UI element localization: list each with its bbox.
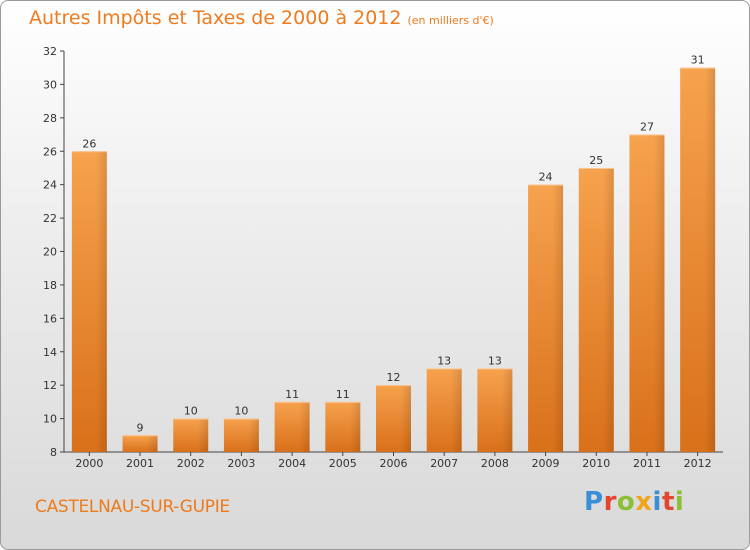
proxiti-logo: Proxiti <box>584 487 684 517</box>
bar-shade-2011 <box>653 134 665 452</box>
y-tick-label: 28 <box>43 112 57 125</box>
y-tick-label: 32 <box>43 45 57 58</box>
x-tick-label: 2007 <box>430 457 458 470</box>
logo-letter: x <box>635 487 653 517</box>
x-tick-label: 2010 <box>582 457 610 470</box>
y-tick-label: 14 <box>43 346 57 359</box>
x-tick-label: 2006 <box>380 457 408 470</box>
y-tick-label: 16 <box>43 312 57 325</box>
x-tick-label: 2005 <box>329 457 357 470</box>
bar-shade-2000 <box>96 151 107 452</box>
bar-shade-2009 <box>552 184 564 452</box>
bar-shade-2004 <box>299 401 310 452</box>
y-tick-label: 8 <box>50 446 57 459</box>
y-tick-label: 12 <box>43 379 57 392</box>
commune-name: CASTELNAU-SUR-GUPIE <box>35 497 230 517</box>
bar-shade-2007 <box>451 368 462 452</box>
value-label: 31 <box>691 54 705 67</box>
bar-shade-2005 <box>349 401 361 452</box>
logo-letter: o <box>616 487 636 517</box>
chart-subtitle: (en milliers d'€) <box>407 14 494 27</box>
bar-shade-2006 <box>400 385 411 452</box>
bar-shade-2001 <box>147 435 158 452</box>
logo-letter: t <box>661 487 675 517</box>
value-label: 10 <box>184 405 198 418</box>
logo-letter: P <box>584 487 604 517</box>
y-tick-label: 26 <box>43 145 57 158</box>
x-tick-label: 2004 <box>278 457 306 470</box>
bar-shade-2003 <box>248 418 259 452</box>
y-tick-label: 18 <box>43 279 57 292</box>
value-labels: 26 9 10 10 11 11 12 13 13 24 25 27 31 <box>82 54 704 435</box>
x-tick-label: 2012 <box>684 457 712 470</box>
value-label: 26 <box>82 137 96 150</box>
x-tick-label: 2008 <box>481 457 509 470</box>
value-label: 12 <box>387 371 401 384</box>
value-label: 11 <box>336 388 350 401</box>
x-tick-label: 2009 <box>532 457 560 470</box>
value-label: 25 <box>589 154 603 167</box>
y-tick-label: 20 <box>43 246 57 259</box>
logo-letter: i <box>652 487 662 517</box>
bar-shade-2008 <box>501 368 513 452</box>
y-tick-label: 30 <box>43 78 57 91</box>
chart-title: Autres Impôts et Taxes de 2000 à 2012 (en… <box>29 7 494 29</box>
x-tick-label: 2011 <box>633 457 661 470</box>
x-tick-label: 2000 <box>75 457 103 470</box>
value-label: 13 <box>437 354 451 367</box>
value-label: 13 <box>488 354 502 367</box>
logo-letter: i <box>674 487 685 517</box>
bars <box>71 67 716 453</box>
x-tick-label: 2002 <box>177 457 205 470</box>
value-label: 24 <box>539 171 553 184</box>
value-label: 10 <box>234 405 248 418</box>
bar-shade-2012 <box>704 67 716 452</box>
bar-shade-2002 <box>197 418 209 452</box>
value-label: 27 <box>640 121 654 134</box>
y-tick-label: 10 <box>43 413 57 426</box>
y-tick-label: 24 <box>43 179 57 192</box>
value-label: 11 <box>285 388 299 401</box>
x-tick-label: 2001 <box>126 457 154 470</box>
y-tick-label: 22 <box>43 212 57 225</box>
logo-letter: r <box>603 487 617 517</box>
value-label: 9 <box>137 421 144 434</box>
x-tick-label: 2003 <box>227 457 255 470</box>
bar-shade-2010 <box>603 167 614 453</box>
